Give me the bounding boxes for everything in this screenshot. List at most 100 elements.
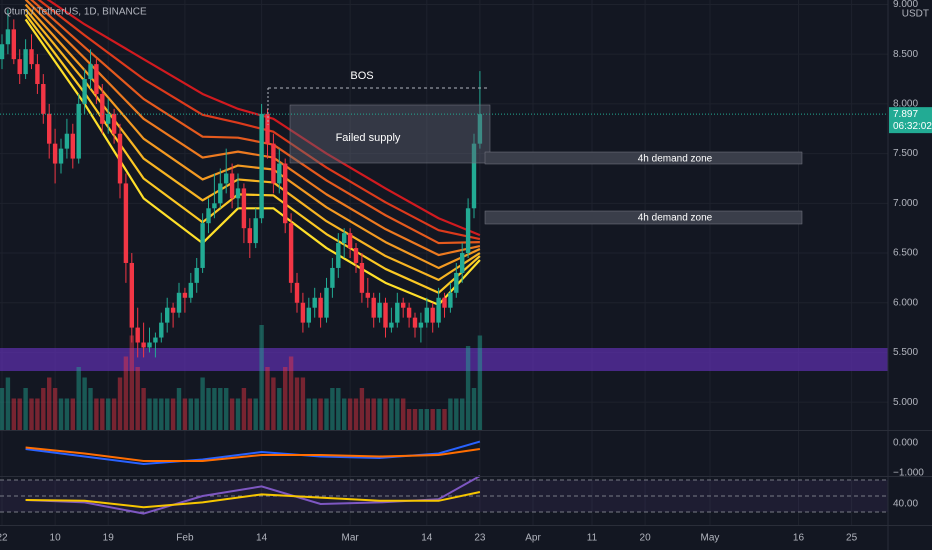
candle-body <box>29 49 34 65</box>
candle-body <box>35 64 40 85</box>
candle-body <box>253 218 258 244</box>
candle-body <box>247 228 253 244</box>
y-tick-label: −1.000 <box>893 468 924 479</box>
candle-body <box>11 29 17 60</box>
countdown: 06:32:02 <box>893 121 932 132</box>
candle-body <box>41 84 46 114</box>
candle-body <box>259 113 264 219</box>
candle-body <box>471 143 477 209</box>
candle-body <box>283 163 288 224</box>
volume-bar <box>229 398 235 430</box>
indicators <box>0 440 888 515</box>
x-tick-label: 25 <box>846 533 858 544</box>
volume-bar <box>153 398 158 430</box>
candle-body <box>418 322 424 328</box>
demand-zone <box>484 151 803 165</box>
candle-body <box>123 183 129 263</box>
candle-body <box>454 272 459 293</box>
candle-body <box>76 103 81 159</box>
candle-body <box>224 173 229 184</box>
volume-bar <box>147 398 152 430</box>
indicator-line <box>25 446 481 462</box>
y-tick-label: 7.000 <box>893 198 918 209</box>
x-tick-label: Feb <box>176 533 194 544</box>
candle-body <box>460 253 465 273</box>
candle-body <box>141 342 146 348</box>
volume-bar <box>336 388 341 430</box>
volume-bar <box>218 388 223 430</box>
volume-bar <box>11 398 17 430</box>
volume-bar <box>41 388 46 430</box>
last-price: 7.897 <box>893 109 918 120</box>
volume-bar <box>259 325 264 430</box>
volume-bar <box>35 398 40 430</box>
candle-body <box>436 297 441 323</box>
volume-bar <box>401 398 406 430</box>
ribbon-line <box>24 3 481 270</box>
volume-bar <box>47 377 52 430</box>
ribbon-line <box>37 0 481 241</box>
volume-bar <box>106 398 111 430</box>
demand-label: 4h demand zone <box>638 154 713 165</box>
last-price-tag <box>889 107 932 134</box>
volume-bar <box>283 367 288 430</box>
volume-bar <box>58 398 64 430</box>
candle-body <box>100 93 105 124</box>
volume-bar <box>224 388 229 430</box>
volume-bar <box>371 398 376 430</box>
volume-bar <box>430 409 435 430</box>
supply-label: Failed supply <box>336 132 401 144</box>
volume-bar <box>448 398 453 430</box>
volume-bar <box>330 388 335 430</box>
candle-body <box>300 302 306 323</box>
volume-bar <box>247 398 253 430</box>
candle-body <box>365 292 371 298</box>
volume-bar <box>471 388 477 430</box>
candle-body <box>271 143 276 184</box>
volume-bar <box>123 356 129 430</box>
candle-body <box>64 133 70 149</box>
volume-bar <box>200 377 205 430</box>
candle-body <box>477 114 483 144</box>
y-tick-label: 9.000 <box>893 0 918 10</box>
candle-body <box>229 173 235 199</box>
candle-body <box>218 183 223 204</box>
currency: USDT <box>902 9 929 20</box>
candle-body <box>176 292 182 313</box>
x-tick-label: 10 <box>50 533 62 544</box>
candle-body <box>359 262 365 293</box>
candle-body <box>0 44 5 60</box>
x-tick-label: 19 <box>103 533 115 544</box>
candle-body <box>306 307 312 323</box>
candle-body <box>153 337 158 343</box>
candle-body <box>347 233 353 249</box>
volume-bar <box>176 388 182 430</box>
candle-body <box>241 188 247 229</box>
volume-bar <box>277 388 282 430</box>
candle-body <box>371 297 376 318</box>
x-tick-label: Mar <box>341 533 359 544</box>
volume-bar <box>347 398 353 430</box>
volume-bar <box>377 398 382 430</box>
volume-bar <box>454 398 459 430</box>
ribbon-line <box>24 0 481 257</box>
volume-bar <box>165 398 170 430</box>
demand-label: 4h demand zone <box>638 213 713 224</box>
candle-body <box>465 208 471 254</box>
support-zone <box>0 348 888 371</box>
y-tick-label: 0.000 <box>893 438 918 449</box>
candle-body <box>23 49 28 75</box>
volume-bar <box>318 398 323 430</box>
candle-body <box>159 322 164 338</box>
volume-bar <box>76 367 81 430</box>
volume-bar <box>0 388 5 430</box>
candle-body <box>17 59 22 75</box>
y-tick-label: 6.500 <box>893 248 918 259</box>
volume-bar <box>359 388 365 430</box>
volume-bar <box>395 398 400 430</box>
volume-bar <box>271 377 276 430</box>
candle-body <box>294 282 300 303</box>
candle-body <box>342 233 347 244</box>
volume-bar <box>117 377 123 430</box>
volume-bar <box>111 398 117 430</box>
